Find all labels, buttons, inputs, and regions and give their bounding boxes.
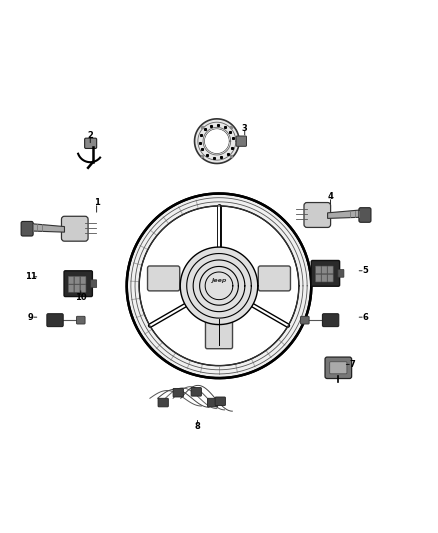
Text: 7: 7 (349, 360, 355, 369)
FancyBboxPatch shape (325, 357, 352, 378)
FancyBboxPatch shape (91, 280, 97, 287)
FancyBboxPatch shape (315, 266, 321, 274)
FancyBboxPatch shape (68, 285, 74, 292)
FancyBboxPatch shape (321, 266, 327, 274)
FancyBboxPatch shape (311, 261, 339, 286)
Text: 6: 6 (362, 313, 368, 321)
FancyBboxPatch shape (47, 314, 63, 327)
FancyBboxPatch shape (236, 136, 247, 147)
FancyBboxPatch shape (359, 208, 371, 222)
FancyBboxPatch shape (322, 314, 339, 327)
FancyBboxPatch shape (61, 216, 88, 241)
FancyBboxPatch shape (258, 266, 290, 291)
FancyBboxPatch shape (80, 277, 86, 284)
FancyBboxPatch shape (304, 203, 331, 228)
FancyBboxPatch shape (85, 138, 97, 149)
FancyBboxPatch shape (191, 387, 201, 396)
FancyBboxPatch shape (215, 397, 226, 406)
FancyBboxPatch shape (205, 315, 233, 349)
Text: 2: 2 (87, 131, 93, 140)
FancyBboxPatch shape (315, 274, 321, 282)
Text: 8: 8 (194, 422, 201, 431)
Polygon shape (205, 129, 229, 153)
Polygon shape (28, 223, 64, 232)
FancyBboxPatch shape (158, 398, 168, 407)
FancyBboxPatch shape (328, 266, 333, 274)
FancyBboxPatch shape (321, 274, 327, 282)
Text: 5: 5 (362, 266, 368, 275)
Text: 10: 10 (75, 293, 87, 302)
Polygon shape (139, 206, 299, 366)
Polygon shape (127, 193, 311, 378)
FancyBboxPatch shape (173, 389, 184, 397)
FancyBboxPatch shape (64, 271, 92, 296)
FancyBboxPatch shape (74, 277, 80, 284)
Polygon shape (194, 119, 239, 164)
Text: 9: 9 (28, 313, 34, 321)
FancyBboxPatch shape (328, 274, 333, 282)
Text: 11: 11 (25, 272, 37, 281)
FancyBboxPatch shape (338, 270, 344, 277)
FancyBboxPatch shape (74, 285, 80, 292)
Text: 1: 1 (94, 198, 99, 207)
FancyBboxPatch shape (300, 316, 309, 324)
Text: 3: 3 (242, 124, 247, 133)
FancyBboxPatch shape (148, 266, 180, 291)
FancyBboxPatch shape (21, 221, 33, 236)
FancyBboxPatch shape (330, 362, 347, 374)
Polygon shape (180, 247, 258, 325)
FancyBboxPatch shape (77, 316, 85, 324)
Text: 4: 4 (328, 192, 334, 201)
Polygon shape (328, 210, 364, 219)
FancyBboxPatch shape (208, 398, 218, 407)
Text: Jeep: Jeep (211, 278, 227, 283)
FancyBboxPatch shape (68, 277, 74, 284)
FancyBboxPatch shape (80, 285, 86, 292)
